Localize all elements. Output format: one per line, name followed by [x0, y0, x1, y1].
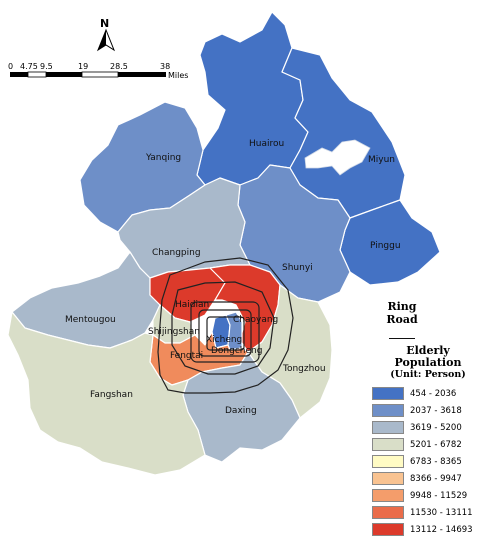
legend-item: 454 - 2036 — [372, 385, 484, 402]
elderly-population-legend: Elderly Population (Unit: Person) 454 - … — [372, 345, 484, 538]
legend-item: 3619 - 5200 — [372, 419, 484, 436]
scale-tick-2: 9.5 — [40, 62, 53, 71]
scale-tick-4: 28.5 — [110, 62, 128, 71]
scale-tick-1: 4.75 — [20, 62, 38, 71]
legend-item: 13112 - 14693 — [372, 521, 484, 538]
legend-range-label: 5201 - 6782 — [410, 439, 462, 450]
district-fangshan — [7, 311, 206, 476]
legend-items: 454 - 2036 2037 - 3618 3619 - 5200 5201 - 6… — [372, 385, 484, 538]
label-yanqing: Yanqing — [145, 153, 181, 163]
legend-swatch — [372, 421, 404, 434]
label-huairou: Huairou — [249, 139, 284, 149]
legend-item: 11530 - 13111 — [372, 504, 484, 521]
legend-range-label: 3619 - 5200 — [410, 422, 462, 433]
label-chaoyang: Chaoyang — [233, 315, 278, 325]
scale-tick-0: 0 — [8, 62, 13, 71]
legend-item: 2037 - 3618 — [372, 402, 484, 419]
north-arrow-label: N — [100, 17, 109, 30]
ring-roads — [157, 257, 294, 394]
label-shunyi: Shunyi — [282, 263, 313, 273]
reservoir — [304, 139, 371, 176]
legend-item: 9948 - 11529 — [372, 487, 484, 504]
label-miyun: Miyun — [368, 155, 395, 165]
ring-road-6 — [157, 257, 294, 394]
label-daxing: Daxing — [225, 406, 257, 416]
district-labels: Huairou Miyun Pinggu Yanqing Shunyi Chan… — [65, 139, 401, 416]
legend-range-label: 9948 - 11529 — [410, 490, 468, 501]
scale-unit: Miles — [168, 71, 188, 80]
legend-range-label: 8366 - 9947 — [410, 473, 462, 484]
legend-item: 5201 - 6782 — [372, 436, 484, 453]
legend-swatch — [372, 506, 404, 519]
label-mentougou: Mentougou — [65, 315, 116, 325]
label-tongzhou: Tongzhou — [282, 364, 326, 374]
ring-road-4 — [190, 301, 260, 363]
ring-road-2 — [206, 316, 245, 351]
legend-range-label: 6783 - 8365 — [410, 456, 462, 467]
scale-bar: 0 4.75 9.5 19 28.5 38 Miles — [8, 62, 188, 80]
legend-swatch — [372, 489, 404, 502]
district-huairou — [196, 11, 309, 186]
label-fengtai: Fengtai — [170, 351, 203, 361]
ring-road-legend-title: Ring Road — [386, 300, 418, 326]
legend-swatch — [372, 387, 404, 400]
ring-road-legend-line — [389, 338, 415, 339]
scale-tick-5: 38 — [160, 62, 170, 71]
label-xicheng: Xicheng — [206, 335, 242, 345]
label-changping: Changping — [152, 248, 201, 258]
ring-road-legend: Ring Road — [372, 300, 432, 339]
legend-range-label: 11530 - 13111 — [410, 507, 473, 518]
legend-swatch — [372, 438, 404, 451]
legend-swatch — [372, 472, 404, 485]
label-dongcheng: Dongcheng — [211, 346, 262, 356]
label-haidian: Haidian — [175, 300, 209, 310]
ring-road-5 — [171, 281, 275, 375]
label-shijingshan: Shijingshan — [148, 327, 200, 337]
legend-subtitle: (Unit: Person) — [390, 369, 466, 380]
legend-range-label: 454 - 2036 — [410, 388, 457, 399]
legend-swatch — [372, 455, 404, 468]
north-arrow: N — [96, 17, 116, 52]
legend-swatch — [372, 404, 404, 417]
label-fangshan: Fangshan — [90, 390, 133, 400]
label-pinggu: Pinggu — [370, 241, 401, 251]
scale-tick-3: 19 — [78, 62, 88, 71]
legend-title: Elderly Population — [394, 344, 462, 369]
legend-range-label: 13112 - 14693 — [410, 524, 473, 535]
legend-item: 8366 - 9947 — [372, 470, 484, 487]
legend-item: 6783 - 8365 — [372, 453, 484, 470]
legend-range-label: 2037 - 3618 — [410, 405, 462, 416]
legend-swatch — [372, 523, 404, 536]
ring-road-3 — [198, 309, 252, 357]
